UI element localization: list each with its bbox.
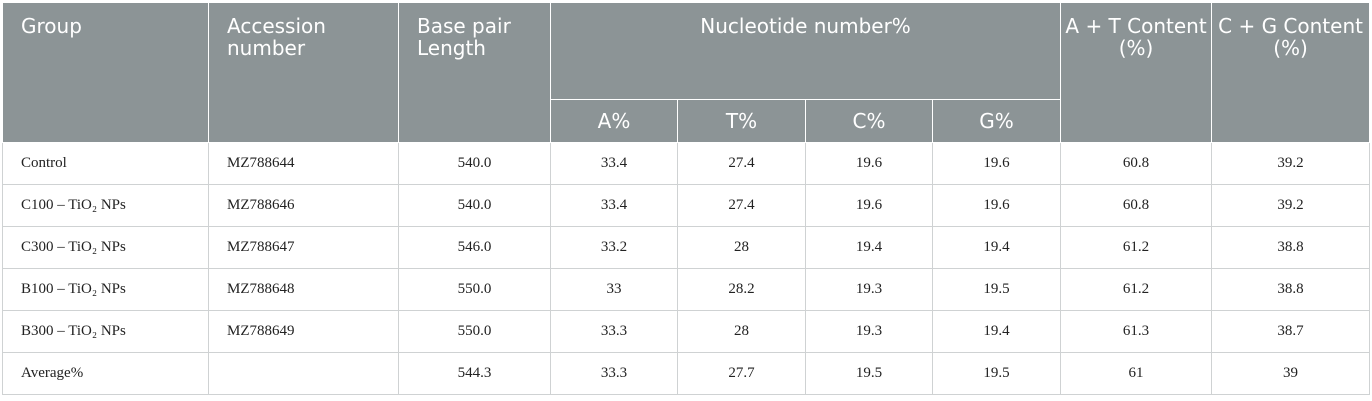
table-cell: 19.5 xyxy=(931,268,1062,311)
header-cell: C + G Content (%) xyxy=(1211,2,1371,143)
subheader-cell: G% xyxy=(931,99,1062,143)
table-cell: 19.6 xyxy=(805,142,933,185)
data-table: Group Accession number Base pair Length … xyxy=(2,2,1371,395)
table-cell: 33.4 xyxy=(550,184,678,227)
table-cell: 61.3 xyxy=(1060,310,1213,353)
table-cell: 19.6 xyxy=(805,184,933,227)
table-cell: 38.8 xyxy=(1211,226,1371,269)
table-cell: 60.8 xyxy=(1060,184,1213,227)
table-cell: 544.3 xyxy=(398,352,551,395)
table-cell: 550.0 xyxy=(398,268,551,311)
table-row: Control MZ788644 540.0 33.4 27.4 19.6 19.6 60.8… xyxy=(2,142,1371,185)
subheader-cell: T% xyxy=(677,99,806,143)
table-cell: 540.0 xyxy=(398,184,551,227)
table-cell: 33.2 xyxy=(550,226,678,269)
table-row: B300 – TiO₂ NPs MZ788649 550.0 33.3 28 19.3 19… xyxy=(2,310,1371,353)
table-cell: B100 – TiO₂ NPs xyxy=(2,268,209,311)
header-cell: Nucleotide number% xyxy=(549,2,1062,100)
table-row: B100 – TiO₂ NPs MZ788648 550.0 33 28.2 19.3 19… xyxy=(2,268,1371,311)
table-cell: C100 – TiO₂ NPs xyxy=(2,184,209,227)
table-cell: 550.0 xyxy=(398,310,551,353)
table-cell: 19.4 xyxy=(931,226,1062,269)
table-cell: 27.7 xyxy=(677,352,806,395)
table-cell: 61.2 xyxy=(1060,226,1213,269)
table-cell: 33 xyxy=(550,268,678,311)
table-cell: 19.3 xyxy=(805,310,933,353)
table-cell: 60.8 xyxy=(1060,142,1213,185)
table-cell: 19.4 xyxy=(805,226,933,269)
header-cell: Accession number xyxy=(208,2,399,143)
table-cell: 27.4 xyxy=(677,142,806,185)
table-cell: 39 xyxy=(1211,352,1371,395)
table-cell: 33.4 xyxy=(550,142,678,185)
table-cell: 19.5 xyxy=(805,352,933,395)
table-cell: 19.4 xyxy=(931,310,1062,353)
table-cell: MZ788647 xyxy=(208,226,399,269)
table-cell xyxy=(208,352,399,395)
table-cell: 39.2 xyxy=(1211,142,1371,185)
table-cell: B300 – TiO₂ NPs xyxy=(2,310,209,353)
table-cell: 19.3 xyxy=(805,268,933,311)
table-cell: 28.2 xyxy=(677,268,806,311)
header-cell: A + T Content (%) xyxy=(1060,2,1213,143)
table-cell: 540.0 xyxy=(398,142,551,185)
table-cell: MZ788646 xyxy=(208,184,399,227)
table-cell: 546.0 xyxy=(398,226,551,269)
table-row: C100 – TiO₂ NPs MZ788646 540.0 33.4 27.4 19.6… xyxy=(2,184,1371,227)
table-row: C300 – TiO₂ NPs MZ788647 546.0 33.2 28 19.4 19… xyxy=(2,226,1371,269)
header-cell: Group xyxy=(2,2,209,143)
table-cell: 19.5 xyxy=(931,352,1062,395)
table-cell: 28 xyxy=(677,310,806,353)
table-cell: 28 xyxy=(677,226,806,269)
table-cell: 27.4 xyxy=(677,184,806,227)
table-cell: 61.2 xyxy=(1060,268,1213,311)
table-cell: 19.6 xyxy=(931,184,1062,227)
table-cell: MZ788644 xyxy=(208,142,399,185)
table-cell: 38.7 xyxy=(1211,310,1371,353)
table-cell: Average% xyxy=(2,352,209,395)
table-row: Average% 544.3 33.3 27.7 19.5 19.5 61 39 xyxy=(2,352,1371,395)
table-cell: MZ788648 xyxy=(208,268,399,311)
header-cell: Base pair Length xyxy=(398,2,551,143)
subheader-cell: C% xyxy=(805,99,933,143)
table-cell: 38.8 xyxy=(1211,268,1371,311)
table-cell: 33.3 xyxy=(550,352,678,395)
table-cell: MZ788649 xyxy=(208,310,399,353)
table-cell: 19.6 xyxy=(931,142,1062,185)
table-cell: C300 – TiO₂ NPs xyxy=(2,226,209,269)
table-cell: 39.2 xyxy=(1211,184,1371,227)
table-cell: 33.3 xyxy=(550,310,678,353)
table-cell: Control xyxy=(2,142,209,185)
subheader-cell: A% xyxy=(550,99,678,143)
table-cell: 61 xyxy=(1060,352,1213,395)
